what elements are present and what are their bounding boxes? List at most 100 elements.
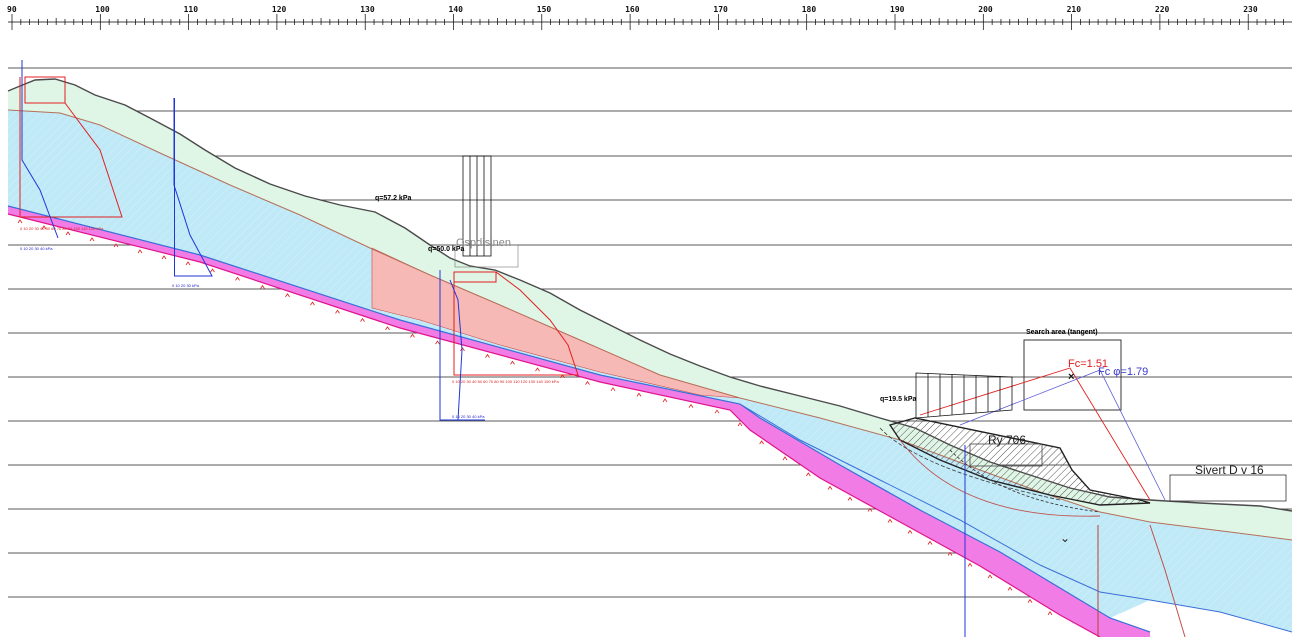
bedrock-marker [535,367,540,372]
ruler-label: 230 [1243,5,1258,14]
scale-d: 0 10 20 30 40 50 60 70 80 90 100 110 120… [452,379,559,384]
bedrock-marker [987,574,993,579]
ruler-label: 210 [1067,5,1082,14]
ruler-label: 170 [713,5,728,14]
bedrock-marker [714,409,720,414]
scale-c: 0 10 20 30 kPa [172,283,200,288]
bedrock-marker [210,268,215,273]
profile-blue-2 [173,98,213,277]
bedrock-marker [585,380,590,385]
ruler-label: 160 [625,5,640,14]
scale-a: 0 10 20 30 40 50 60 70 80 90 100 110 120… [20,226,104,231]
bedrock-marker [385,326,390,331]
bedrock-marker [435,340,440,345]
bedrock-band [8,206,1150,637]
bedrock-marker [827,485,833,490]
distance-ruler: 90 100 110 120 130 140 150 160 170 180 190 200 210 22… [7,5,1292,30]
bedrock-marker [17,219,23,224]
bedrock-marker [907,529,913,534]
fc-lines [919,367,1151,501]
fc-label: Fc=1.51 [1068,358,1108,370]
clay-lower-line [739,403,1293,633]
road-embankment [888,417,1151,506]
search-area-box [1023,339,1122,411]
bedrock-marker [636,392,642,397]
bedrock-marker [510,360,515,365]
bedrock-marker [867,507,873,512]
road-label-left: Ospdisjnen [456,237,511,249]
bedrock-marker [947,551,953,556]
road-ry-label: Ry 706 [988,433,1026,447]
bedrock-marker [185,261,191,266]
load-label-1: q=57.2 kPa [375,195,411,202]
road-ry-box [969,443,1043,467]
bedrock-marker [759,440,764,445]
topsoil-layer [8,79,1292,540]
bedrock-marker [89,237,95,242]
bedrock-marker [806,472,811,477]
ruler-label: 100 [95,5,110,14]
profile-red-3 [453,271,579,376]
search-area-label: Search area (tangent) [1026,329,1098,336]
profile-red-1 [19,77,123,218]
critical-center-mark: × [1068,371,1074,383]
load-label-3: q=19.5 kPa [880,396,916,403]
bedrock-marker [927,540,933,545]
fc-phi-label: Fc φ=1.79 [1098,366,1148,378]
bedrock-marker [847,496,853,501]
bedrock-marker [782,456,788,461]
profile-blue-3 [439,270,463,421]
bedrock-marker [485,353,490,358]
slip-surface-3 [879,427,1061,501]
bedrock-marker [662,398,668,403]
bedrock-marker [610,387,616,392]
bedrock-bottom-line [7,213,1101,637]
scale-e: 0 10 20 30 40 kPa [452,414,485,419]
ruler-label: 220 [1155,5,1170,14]
bedrock-marker [310,301,315,306]
load-label-2: q=50.0 kPa [428,246,464,253]
fc-phi-lines [959,369,1166,501]
ruler-label: 190 [890,5,905,14]
bedrock-marker [967,562,973,567]
load-block-1 [462,155,492,257]
scale-b: 0 10 20 30 40 kPa [20,246,53,251]
ruler-label: 110 [184,5,199,14]
bedrock-top-line [7,205,1151,633]
bedrock-marker [360,317,365,322]
bedrock-marker [235,276,240,281]
bedrock-marker [113,243,119,248]
profile-red-4 [1149,524,1186,637]
slip-surface-2 [949,449,1101,513]
sivert-label: Sivert D v 16 [1195,463,1264,477]
ruler-label: 120 [272,5,287,14]
bedrock-markers [17,219,1053,616]
bedrock-marker [1047,611,1053,616]
bedrock-marker [260,284,265,289]
slip-surface-1 [899,439,1101,517]
bedrock-marker [335,309,340,314]
bedrock-marker [137,249,143,254]
profile-box-red-1 [24,76,66,104]
load-block-2 [915,372,1013,419]
bedrock-marker [65,231,71,236]
ground-surface [7,78,1293,512]
profile-blue-1 [21,60,59,239]
road-outline-box [454,244,519,268]
bedrock-marker [737,422,743,427]
layer-boundary [7,109,1293,541]
bedrock-marker [410,333,415,338]
bedrock-marker [285,293,290,298]
ruler-label: 180 [802,5,817,14]
chevron-down-icon: ⌄ [1060,531,1070,545]
ruler-label: 90 [7,5,17,14]
sivert-box [1169,474,1287,502]
bedrock-marker [460,347,465,352]
ruler-label: 130 [360,5,375,14]
bedrock-marker [688,403,694,408]
ruler-label: 200 [978,5,993,14]
ruler-label: 150 [537,5,552,14]
bedrock-marker [161,255,167,260]
